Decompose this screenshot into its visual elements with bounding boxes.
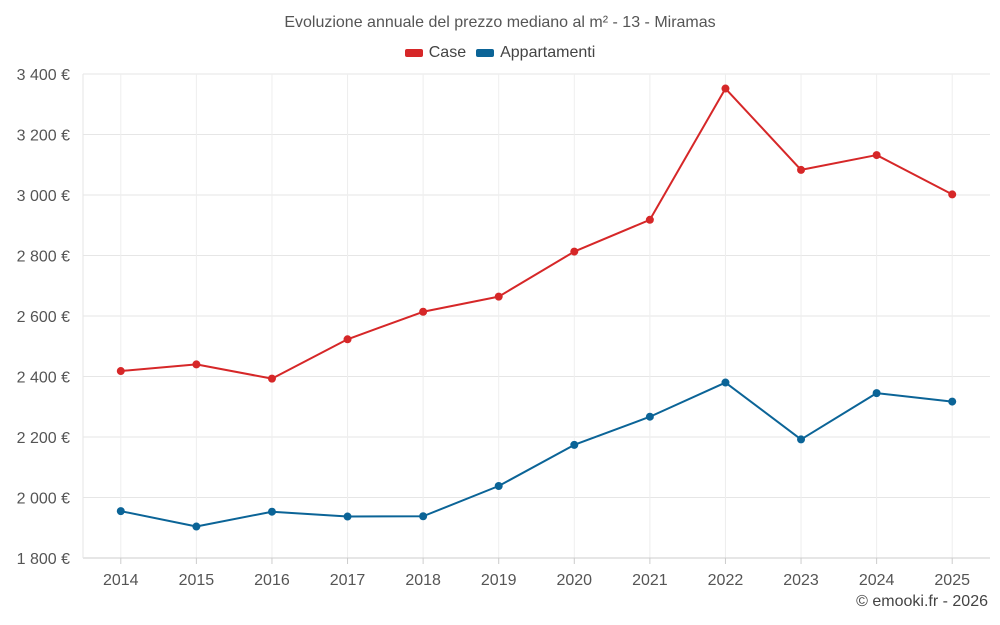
data-point-appartamenti-2023[interactable]: [797, 435, 806, 444]
data-point-appartamenti-2024[interactable]: [872, 389, 881, 398]
x-tick-label: 2021: [632, 572, 668, 589]
chart-title: Evoluzione annuale del prezzo mediano al…: [284, 14, 716, 31]
x-tick-label: 2018: [405, 572, 441, 589]
legend-label-appartamenti: Appartamenti: [500, 44, 596, 61]
data-point-appartamenti-2021[interactable]: [645, 412, 654, 421]
data-point-appartamenti-2015[interactable]: [192, 522, 201, 531]
x-tick-label: 2024: [859, 572, 895, 589]
y-tick-label: 2 600 €: [17, 309, 70, 326]
legend-item-case[interactable]: Case: [404, 44, 467, 62]
y-tick-label: 2 000 €: [17, 491, 70, 508]
data-point-case-2020[interactable]: [570, 247, 579, 256]
legend-swatch-case: [404, 49, 423, 57]
legend: Case Appartamenti: [0, 44, 1000, 62]
y-tick-label: 2 800 €: [17, 249, 70, 266]
x-tick-label: 2025: [934, 572, 970, 589]
data-point-appartamenti-2014[interactable]: [116, 507, 125, 516]
legend-swatch-appartamenti: [476, 49, 495, 57]
legend-label-case: Case: [428, 44, 467, 61]
series-line-case: [120, 87, 953, 380]
data-point-appartamenti-2018[interactable]: [419, 512, 428, 521]
data-point-case-2024[interactable]: [872, 151, 881, 160]
data-point-case-2014[interactable]: [116, 367, 125, 376]
data-point-appartamenti-2017[interactable]: [343, 512, 352, 521]
data-point-case-2017[interactable]: [343, 335, 352, 344]
y-tick-label: 2 400 €: [17, 370, 70, 387]
y-tick-label: 3 000 €: [17, 188, 70, 205]
x-tick-label: 2023: [783, 572, 819, 589]
y-tick-label: 3 200 €: [17, 128, 70, 145]
data-point-case-2015[interactable]: [192, 360, 201, 369]
data-point-appartamenti-2022[interactable]: [721, 378, 730, 387]
y-tick-label: 3 400 €: [17, 67, 70, 84]
x-tick-label: 2015: [179, 572, 215, 589]
data-point-case-2016[interactable]: [267, 374, 276, 383]
x-tick-label: 2016: [254, 572, 290, 589]
copyright-text: © emooki.fr - 2026: [856, 593, 988, 610]
data-point-case-2018[interactable]: [419, 307, 428, 316]
data-point-case-2025[interactable]: [948, 190, 957, 199]
data-point-appartamenti-2020[interactable]: [570, 440, 579, 449]
data-point-case-2021[interactable]: [645, 215, 654, 224]
x-tick-label: 2014: [103, 572, 139, 589]
x-tick-label: 2017: [330, 572, 366, 589]
y-tick-label: 1 800 €: [17, 551, 70, 568]
x-tick-label: 2019: [481, 572, 517, 589]
data-point-case-2019[interactable]: [494, 292, 503, 301]
x-tick-label: 2020: [556, 572, 592, 589]
data-point-appartamenti-2016[interactable]: [267, 507, 276, 516]
x-tick-label: 2022: [708, 572, 744, 589]
data-point-case-2022[interactable]: [721, 84, 730, 93]
data-point-appartamenti-2019[interactable]: [494, 482, 503, 491]
y-tick-label: 2 200 €: [17, 430, 70, 447]
data-point-case-2023[interactable]: [797, 165, 806, 174]
data-point-appartamenti-2025[interactable]: [948, 397, 957, 406]
series-line-appartamenti: [120, 381, 953, 528]
legend-item-appartamenti[interactable]: Appartamenti: [476, 44, 595, 62]
